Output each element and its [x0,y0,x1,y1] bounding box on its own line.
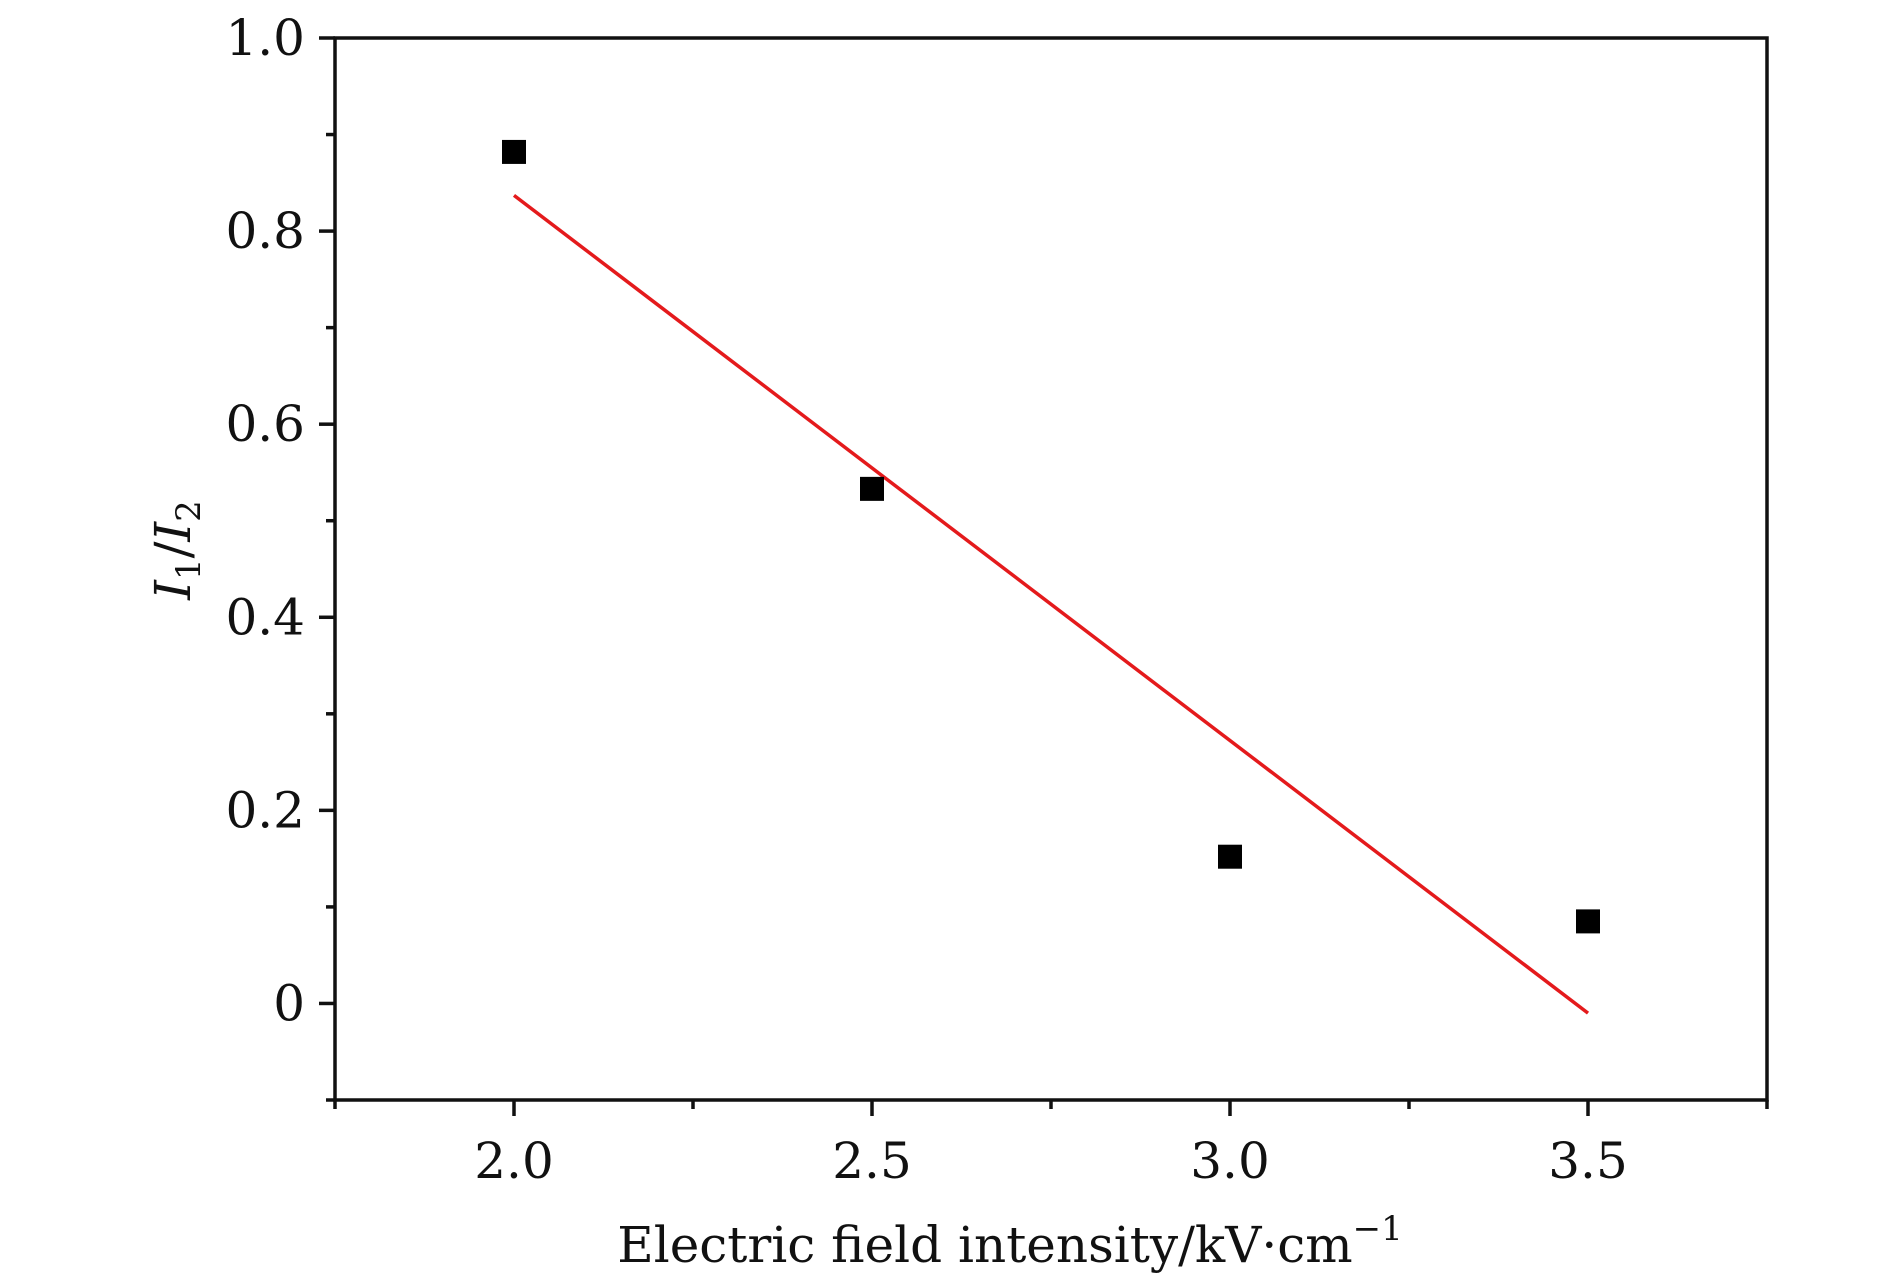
y-tick-label: 0.2 [225,781,305,839]
x-axis-title: Electric field intensity/kV·cm−1 [617,1209,1403,1274]
x-tick-label: 2.0 [474,1132,554,1190]
data-point [1576,909,1600,934]
y-tick-label: 0 [273,974,305,1032]
fit-line [512,193,1590,1015]
fit-line-layer [512,193,1590,1015]
tick-labels: 0 0.2 0.4 0.6 0.8 1.0 2.0 2.5 3.0 3.5 [225,9,1627,1190]
data-points [502,139,1600,934]
y-tick-label: 0.6 [225,395,305,453]
data-point [1218,844,1242,869]
x-tick-label: 3.0 [1190,1132,1270,1190]
axis-ticks [319,36,1769,1116]
y-axis-title: I1/I2 [144,500,209,601]
data-point [860,476,884,501]
x-tick-label: 2.5 [832,1132,912,1190]
data-point [502,139,526,164]
y-tick-label: 1.0 [225,9,305,67]
y-tick-label: 0.4 [225,588,305,646]
y-axis-title-sub1: 1 [169,558,209,580]
y-axis-title-slash: / [144,541,202,558]
y-axis-title-i1: I [144,579,202,601]
y-axis-title-sub2: 2 [169,500,209,522]
y-tick-label: 0.8 [225,202,305,260]
plot-frame [333,36,1769,1102]
y-axis-title-i2: I [144,521,202,543]
x-tick-label: 3.5 [1548,1132,1628,1190]
x-axis-title-text: Electric field intensity/kV·cm [617,1216,1352,1274]
x-axis-title-superscript: −1 [1353,1209,1403,1249]
